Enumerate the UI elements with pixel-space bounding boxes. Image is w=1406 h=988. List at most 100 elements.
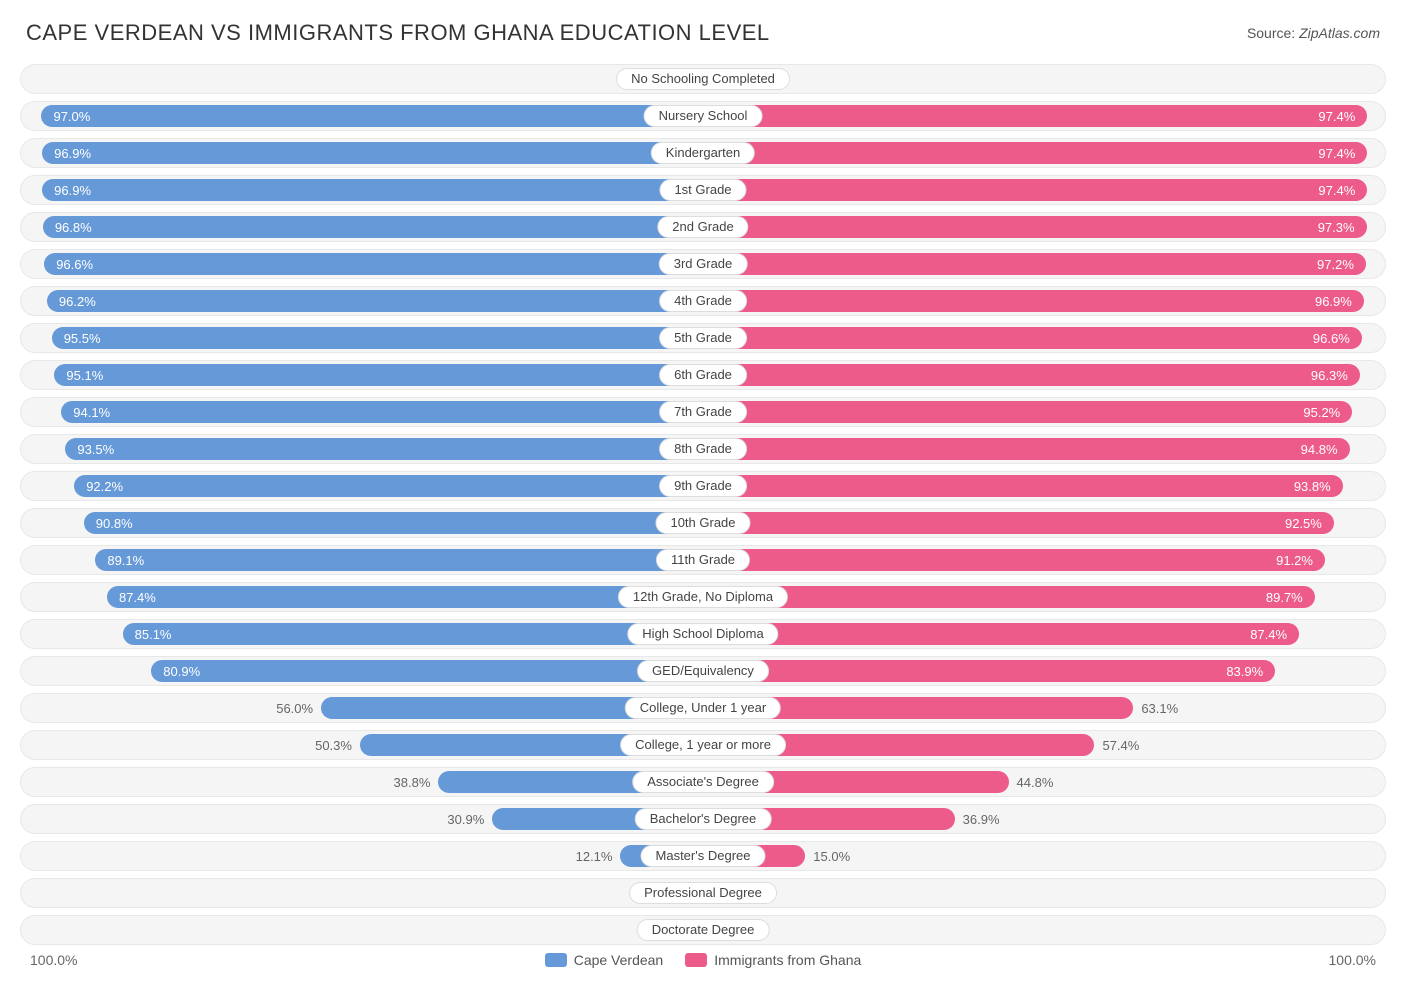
chart-source: Source: ZipAtlas.com: [1247, 25, 1380, 41]
bar-right-value: 91.2%: [1276, 553, 1313, 568]
legend-label-right: Immigrants from Ghana: [714, 952, 861, 968]
bar-left: 87.4%: [107, 586, 703, 608]
legend-item-right: Immigrants from Ghana: [685, 952, 861, 968]
bar-left: 94.1%: [61, 401, 703, 423]
chart-row: 30.9%36.9%Bachelor's Degree: [20, 804, 1386, 834]
bar-right: 97.2%: [703, 253, 1366, 275]
category-label: Doctorate Degree: [637, 919, 770, 941]
bar-right-value: 96.6%: [1313, 331, 1350, 346]
bar-right: 91.2%: [703, 549, 1325, 571]
bar-right-value: 97.4%: [1318, 146, 1355, 161]
category-label: High School Diploma: [627, 623, 778, 645]
bar-left-value: 87.4%: [119, 590, 156, 605]
bar-right-value: 44.8%: [1009, 775, 1054, 790]
bar-right-value: 97.3%: [1318, 220, 1355, 235]
bar-right: 96.3%: [703, 364, 1360, 386]
bar-right-value: 96.3%: [1311, 368, 1348, 383]
bar-left-value: 38.8%: [394, 775, 439, 790]
category-label: Kindergarten: [651, 142, 755, 164]
bar-left: 85.1%: [123, 623, 703, 645]
bar-left-value: 96.6%: [56, 257, 93, 272]
bar-left: 96.2%: [47, 290, 703, 312]
bar-left: 90.8%: [84, 512, 703, 534]
category-label: College, Under 1 year: [625, 697, 781, 719]
chart-row: 96.9%97.4%1st Grade: [20, 175, 1386, 205]
category-label: 11th Grade: [656, 549, 750, 571]
legend-swatch-left: [545, 953, 567, 967]
bar-right: 89.7%: [703, 586, 1315, 608]
bar-left: 97.0%: [41, 105, 703, 127]
bar-right-value: 95.2%: [1303, 405, 1340, 420]
chart-row: 12.1%15.0%Master's Degree: [20, 841, 1386, 871]
chart-row: 95.1% 96.3% 6th Grade: [20, 360, 1386, 390]
bar-right-value: 93.8%: [1294, 479, 1331, 494]
bar-right-value: 94.8%: [1301, 442, 1338, 457]
axis-left-label: 100.0%: [30, 952, 77, 968]
chart-row: 87.4% 89.7% 12th Grade, No Diploma: [20, 582, 1386, 612]
bar-right: 87.4%: [703, 623, 1299, 645]
legend: Cape Verdean Immigrants from Ghana: [545, 952, 862, 968]
chart-row: 90.8%92.5%10th Grade: [20, 508, 1386, 538]
bar-left-value: 92.2%: [86, 479, 123, 494]
bar-left-value: 96.8%: [55, 220, 92, 235]
chart-row: 85.1% 87.4% High School Diploma: [20, 619, 1386, 649]
chart-row: 96.2% 96.9% 4th Grade: [20, 286, 1386, 316]
category-label: 6th Grade: [659, 364, 747, 386]
chart-row: 38.8% 44.8% Associate's Degree: [20, 767, 1386, 797]
chart-row: 3.4%4.1%Professional Degree: [20, 878, 1386, 908]
chart-row: 50.3%57.4%College, 1 year or more: [20, 730, 1386, 760]
chart-row: 97.0% 97.4% Nursery School: [20, 101, 1386, 131]
chart-row: 95.5% 96.6% 5th Grade: [20, 323, 1386, 353]
bar-right: 94.8%: [703, 438, 1350, 460]
chart-row: 96.6%97.2%3rd Grade: [20, 249, 1386, 279]
chart-row: 93.5%94.8%8th Grade: [20, 434, 1386, 464]
category-label: 12th Grade, No Diploma: [618, 586, 788, 608]
bar-right: 92.5%: [703, 512, 1334, 534]
category-label: Associate's Degree: [632, 771, 774, 793]
chart-title: CAPE VERDEAN VS IMMIGRANTS FROM GHANA ED…: [26, 20, 770, 46]
bar-left: 95.5%: [52, 327, 703, 349]
bar-right-value: 97.4%: [1318, 109, 1355, 124]
category-label: 4th Grade: [659, 290, 747, 312]
bar-right: 96.6%: [703, 327, 1362, 349]
bar-left-value: 89.1%: [107, 553, 144, 568]
chart-header: CAPE VERDEAN VS IMMIGRANTS FROM GHANA ED…: [20, 20, 1386, 46]
bar-left-value: 50.3%: [315, 738, 360, 753]
chart-row: 94.1% 95.2% 7th Grade: [20, 397, 1386, 427]
bar-right-value: 92.5%: [1285, 516, 1322, 531]
category-label: 5th Grade: [659, 327, 747, 349]
chart-row: 80.9%83.9%GED/Equivalency: [20, 656, 1386, 686]
category-label: Bachelor's Degree: [635, 808, 772, 830]
bar-left-value: 94.1%: [73, 405, 110, 420]
category-label: Professional Degree: [629, 882, 777, 904]
bar-right: 96.9%: [703, 290, 1364, 312]
category-label: 7th Grade: [659, 401, 747, 423]
bar-right-value: 97.4%: [1318, 183, 1355, 198]
bar-left: 92.2%: [74, 475, 703, 497]
bar-left: 96.6%: [44, 253, 703, 275]
bar-right-value: 96.9%: [1315, 294, 1352, 309]
bar-left: 80.9%: [151, 660, 703, 682]
bar-right-value: 97.2%: [1317, 257, 1354, 272]
bar-right-value: 63.1%: [1133, 701, 1178, 716]
bar-left: 95.1%: [54, 364, 703, 386]
bar-left-value: 95.1%: [66, 368, 103, 383]
bar-right: 83.9%: [703, 660, 1275, 682]
legend-label-left: Cape Verdean: [574, 952, 664, 968]
bar-left-value: 96.2%: [59, 294, 96, 309]
bar-right: 97.4%: [703, 142, 1367, 164]
bar-left: 96.9%: [42, 142, 703, 164]
bar-left-value: 56.0%: [276, 701, 321, 716]
category-label: GED/Equivalency: [637, 660, 769, 682]
bar-left: 96.9%: [42, 179, 703, 201]
chart-row: 1.4%1.8%Doctorate Degree: [20, 915, 1386, 945]
bar-right: 97.4%: [703, 105, 1367, 127]
bar-left-value: 96.9%: [54, 183, 91, 198]
bar-right: 97.3%: [703, 216, 1367, 238]
bar-right-value: 89.7%: [1266, 590, 1303, 605]
chart-footer: 100.0% Cape Verdean Immigrants from Ghan…: [20, 952, 1386, 968]
bar-left-value: 85.1%: [135, 627, 172, 642]
category-label: Nursery School: [644, 105, 763, 127]
bar-right-value: 87.4%: [1250, 627, 1287, 642]
chart-row: 92.2%93.8%9th Grade: [20, 471, 1386, 501]
